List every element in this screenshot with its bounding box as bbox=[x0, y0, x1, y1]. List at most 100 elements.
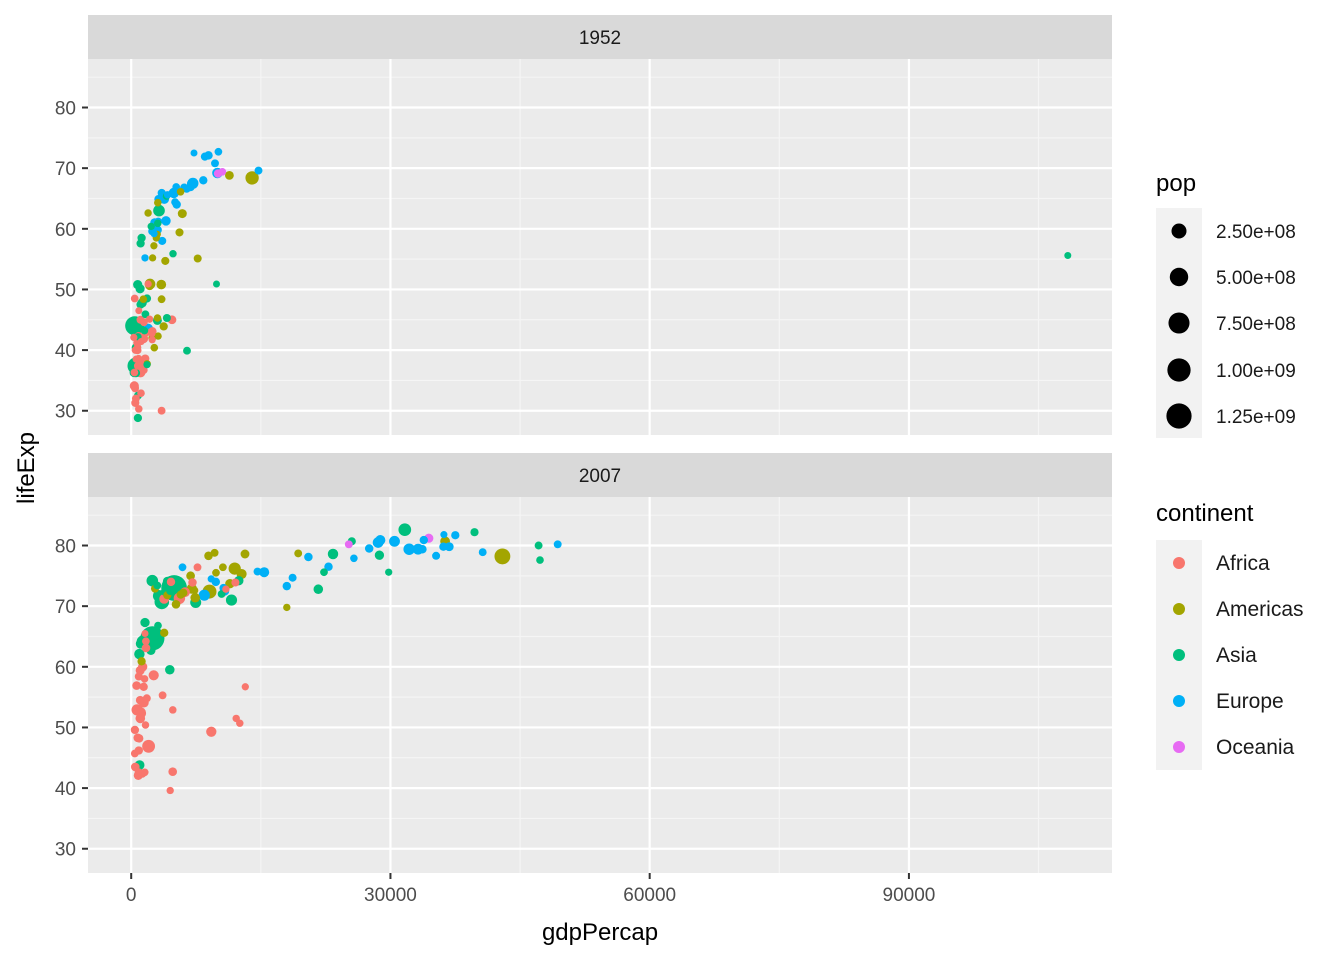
data-point bbox=[199, 176, 208, 185]
data-point bbox=[176, 188, 185, 196]
data-point bbox=[190, 586, 199, 595]
y-tick-label: 70 bbox=[55, 597, 76, 618]
data-point bbox=[135, 695, 145, 705]
y-tick-label: 40 bbox=[55, 779, 76, 800]
data-point bbox=[154, 219, 162, 228]
data-point bbox=[160, 628, 169, 637]
color-legend-key bbox=[1173, 557, 1185, 569]
data-point bbox=[183, 346, 191, 355]
data-point bbox=[190, 592, 200, 603]
data-point bbox=[478, 548, 487, 557]
color-legend-label: Oceania bbox=[1216, 736, 1295, 759]
data-point bbox=[186, 571, 195, 581]
data-point bbox=[225, 594, 238, 606]
data-point bbox=[364, 544, 374, 553]
data-point bbox=[385, 568, 393, 576]
data-point bbox=[206, 726, 217, 737]
data-point bbox=[150, 230, 158, 238]
data-point bbox=[414, 545, 423, 554]
color-legend-title: continent bbox=[1156, 500, 1254, 527]
data-point bbox=[144, 209, 152, 217]
data-point bbox=[132, 681, 141, 690]
data-point bbox=[283, 603, 291, 612]
y-tick-label: 30 bbox=[55, 402, 76, 423]
data-point bbox=[163, 191, 172, 199]
y-tick-label: 50 bbox=[55, 718, 76, 739]
data-point bbox=[451, 531, 460, 540]
data-point bbox=[253, 567, 262, 576]
data-point bbox=[398, 523, 412, 537]
data-point bbox=[219, 563, 227, 572]
x-tick-label: 0 bbox=[126, 885, 137, 906]
color-legend-label: Europe bbox=[1216, 690, 1284, 713]
data-point bbox=[135, 405, 143, 413]
size-legend-key bbox=[1169, 267, 1189, 287]
data-point bbox=[210, 548, 219, 557]
data-point bbox=[169, 249, 177, 258]
data-point bbox=[157, 295, 166, 304]
data-point bbox=[165, 665, 175, 675]
size-legend-label: 7.50e+08 bbox=[1216, 314, 1296, 335]
data-point bbox=[141, 629, 149, 638]
data-point bbox=[190, 149, 198, 157]
data-point bbox=[137, 389, 145, 398]
data-point bbox=[245, 171, 259, 185]
data-point bbox=[135, 284, 145, 294]
data-point bbox=[141, 721, 150, 729]
data-point bbox=[188, 578, 197, 587]
size-legend-key bbox=[1171, 223, 1187, 239]
data-point bbox=[320, 568, 328, 577]
data-point bbox=[131, 384, 140, 393]
data-point bbox=[193, 254, 202, 263]
data-point bbox=[141, 768, 149, 777]
data-point bbox=[130, 333, 138, 342]
data-point bbox=[344, 540, 353, 549]
data-point bbox=[146, 626, 161, 641]
color-legend-key bbox=[1173, 603, 1185, 615]
y-tick-label: 50 bbox=[55, 280, 76, 301]
data-point bbox=[142, 694, 151, 703]
facet-strip-label: 2007 bbox=[579, 466, 621, 487]
data-point bbox=[150, 242, 158, 250]
data-point bbox=[240, 549, 250, 559]
data-point bbox=[327, 548, 339, 560]
data-point bbox=[177, 209, 187, 219]
data-point bbox=[148, 336, 156, 344]
panel-background bbox=[88, 59, 1112, 435]
data-point bbox=[142, 739, 156, 753]
data-point bbox=[440, 531, 448, 539]
data-point bbox=[131, 394, 140, 403]
data-point bbox=[140, 675, 149, 683]
y-tick-label: 60 bbox=[55, 220, 76, 241]
data-point bbox=[153, 581, 162, 590]
data-point bbox=[178, 563, 187, 572]
size-legend-key bbox=[1168, 312, 1190, 334]
data-point bbox=[154, 621, 162, 630]
data-point bbox=[150, 343, 159, 352]
color-legend-key bbox=[1173, 741, 1185, 753]
data-point bbox=[470, 528, 479, 537]
color-legend-key bbox=[1173, 649, 1185, 661]
data-point bbox=[162, 313, 171, 323]
data-point bbox=[161, 256, 170, 265]
data-point bbox=[288, 573, 297, 582]
y-tick-label: 80 bbox=[55, 99, 76, 120]
data-point bbox=[143, 361, 151, 369]
data-point bbox=[141, 327, 149, 335]
data-point bbox=[137, 657, 146, 666]
size-legend-label: 1.00e+09 bbox=[1216, 361, 1296, 382]
data-point bbox=[132, 324, 143, 335]
data-point bbox=[389, 535, 400, 547]
data-point bbox=[168, 767, 178, 777]
data-point bbox=[132, 355, 140, 363]
data-point bbox=[130, 368, 139, 377]
data-point bbox=[148, 330, 156, 338]
data-point bbox=[419, 535, 428, 545]
data-point bbox=[139, 682, 148, 691]
data-point bbox=[536, 556, 544, 564]
data-point bbox=[136, 239, 145, 248]
data-point bbox=[137, 338, 145, 346]
data-point bbox=[198, 589, 210, 601]
facet-strip bbox=[88, 15, 1112, 59]
